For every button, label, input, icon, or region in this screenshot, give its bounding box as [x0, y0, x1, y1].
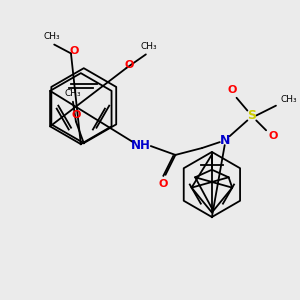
Text: CH₃: CH₃ — [140, 42, 157, 51]
Text: CH₃: CH₃ — [281, 95, 298, 104]
Text: O: O — [69, 46, 79, 56]
Text: N: N — [220, 134, 230, 147]
Text: O: O — [71, 110, 81, 119]
Text: O: O — [124, 60, 134, 70]
Text: CH₃: CH₃ — [64, 89, 81, 98]
Text: O: O — [159, 179, 168, 190]
Text: CH₃: CH₃ — [44, 32, 61, 41]
Text: S: S — [247, 109, 256, 122]
Text: O: O — [268, 131, 278, 141]
Text: O: O — [228, 85, 237, 95]
Text: NH: NH — [131, 139, 151, 152]
